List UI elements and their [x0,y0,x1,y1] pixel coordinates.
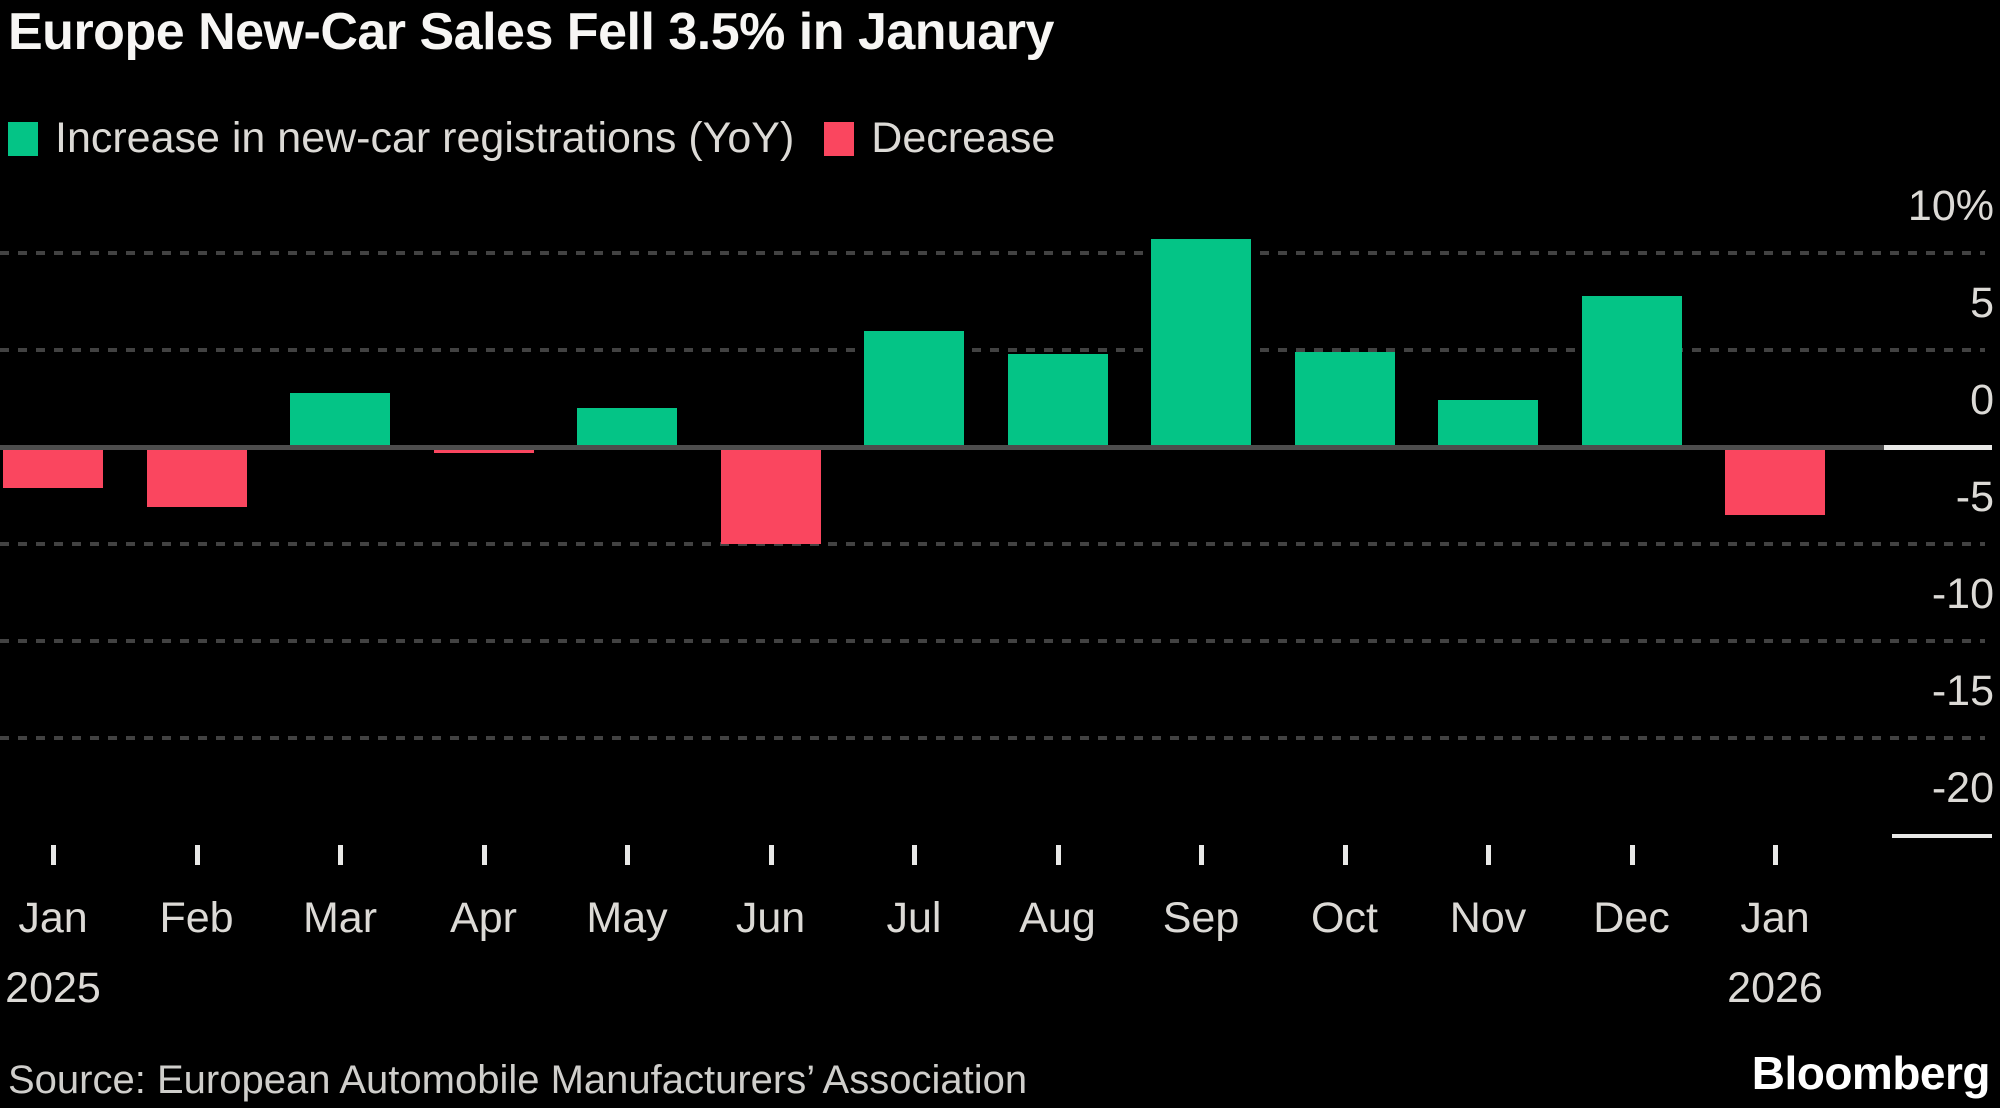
x-axis-tick-jun-5 [768,845,774,865]
y-axis-label--5: -5 [1955,473,1994,521]
bar-may-4 [577,408,677,447]
x-axis-label-oct-9: Oct [1311,894,1378,942]
x-axis-label-mar-2: Mar [302,894,378,942]
x-axis-tick-jan-0 [51,845,56,865]
x-axis-tick-dec-11 [1629,845,1635,865]
gridline-10 [0,251,1985,255]
x-axis-tick-may-4 [625,845,630,865]
legend-label-increase: Increase in new-car registrations (YoY) [55,114,795,162]
x-axis-tick-nov-10 [1486,845,1491,865]
x-axis-label-aug-7: Aug [1019,894,1096,942]
x-axis-tick-sep-8 [1199,845,1204,865]
decrease-swatch-icon [824,121,855,156]
x-axis-tick-jul-6 [912,845,917,865]
chart-title: Europe New-Car Sales Fell 3.5% in Januar… [8,3,1054,61]
gridline--10 [0,639,1985,643]
x-axis-tick-jan-12 [1773,845,1778,865]
x-axis-label-jul-6: Jul [886,894,942,942]
y-axis-label--10: -10 [1931,570,1994,618]
source-note: Source: European Automobile Manufacturer… [8,1058,1028,1102]
bar-jan-12 [1725,447,1825,515]
x-axis-label-jan-0: Jan [18,894,88,942]
x-axis-label-dec-11: Dec [1593,894,1670,942]
bar-mar-2 [290,392,390,447]
bar-nov-10 [1438,400,1538,447]
legend-item-increase: Increase in new-car registrations (YoY) [8,114,794,163]
y-axis-label--20: -20 [1931,764,1994,812]
x-axis-label-feb-1: Feb [159,894,234,942]
zero-axis-line [0,445,1992,450]
gridline--5 [0,542,1985,546]
legend: Increase in new-car registrations (YoY) … [8,114,1055,163]
x-axis-tick-mar-2 [338,845,343,865]
bar-jan-0 [3,447,103,488]
x-axis-year-label-2026: 2026 [1727,964,1823,1012]
zero-axis-white-stub [1884,445,1992,450]
bar-sep-8 [1151,239,1251,447]
y-axis-label-10: 10% [1907,182,1994,230]
bar-jul-6 [864,330,964,447]
legend-label-decrease: Decrease [871,114,1056,162]
x-axis-label-jun-5: Jun [735,894,806,942]
gridline-5 [0,348,1985,352]
x-axis-label-nov-10: Nov [1449,894,1527,942]
bloomberg-logo: Bloomberg [1751,1047,1991,1099]
bar-oct-9 [1294,351,1395,447]
x-axis-tick-feb-1 [194,845,200,865]
y-axis-label-0: 0 [1970,376,1994,424]
bar-jun-5 [720,447,821,544]
gridline--15 [0,736,1985,740]
x-axis-tick-aug-7 [1055,845,1061,865]
x-axis-label-jan-12: Jan [1740,894,1810,942]
y-axis-label-5: 5 [1970,279,1994,327]
increase-swatch-icon [8,121,38,156]
bottom-axis-white-stub [1892,834,1992,838]
x-axis-label-apr-3: Apr [450,894,517,942]
bar-aug-7 [1007,353,1108,447]
x-axis-tick-oct-9 [1342,845,1348,865]
x-axis-tick-apr-3 [481,845,487,865]
legend-item-decrease: Decrease [824,114,1055,163]
x-axis-year-label-2025: 2025 [5,964,101,1012]
x-axis-label-may-4: May [586,894,668,942]
bar-dec-11 [1581,295,1682,447]
y-axis-label--15: -15 [1931,667,1994,715]
bar-feb-1 [146,447,247,508]
x-axis-label-sep-8: Sep [1162,894,1240,942]
